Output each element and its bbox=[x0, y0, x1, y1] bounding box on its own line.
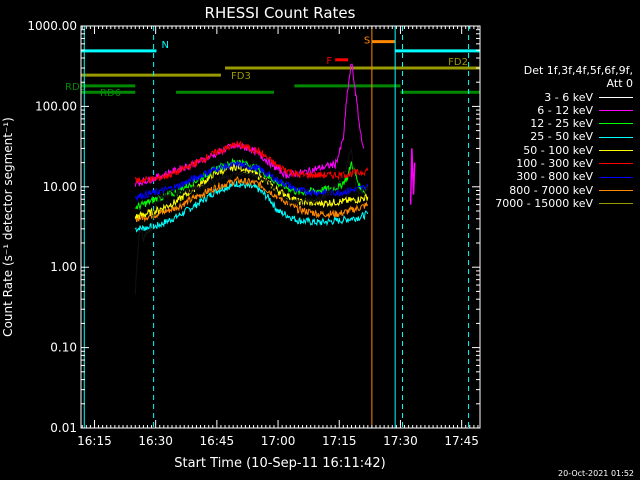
legend-entry: 3 - 6 keV bbox=[483, 91, 633, 104]
flag-label: FD3 bbox=[231, 71, 251, 82]
legend-entry-label: 3 - 6 keV bbox=[544, 90, 593, 104]
x-tick-label: 16:45 bbox=[200, 434, 235, 448]
legend-entry: 12 - 25 keV bbox=[483, 117, 633, 130]
series-line-100-300keV bbox=[134, 140, 369, 184]
legend-entry-label: 100 - 300 keV bbox=[516, 157, 593, 171]
flag-label: RD8 bbox=[65, 82, 86, 93]
legend-swatch bbox=[599, 110, 633, 112]
legend-swatch bbox=[599, 136, 633, 138]
chart-title: RHESSI Count Rates bbox=[205, 4, 356, 22]
y-tick-label: 10.00 bbox=[43, 180, 77, 194]
x-axis-label: Start Time (10-Sep-11 16:11:42) bbox=[174, 456, 385, 471]
legend-header-2: Att 0 bbox=[606, 77, 633, 91]
y-tick-label: 100.00 bbox=[35, 99, 77, 113]
legend-entry: 25 - 50 keV bbox=[483, 130, 633, 143]
y-tick-label: 0.01 bbox=[50, 421, 77, 435]
x-tick-label: 16:15 bbox=[77, 434, 112, 448]
legend-entry: 300 - 800 keV bbox=[483, 170, 633, 183]
legend-swatch bbox=[599, 96, 633, 98]
legend-entry: 100 - 300 keV bbox=[483, 157, 633, 170]
y-tick-label: 0.10 bbox=[50, 341, 77, 355]
plot-frame bbox=[80, 25, 481, 429]
legend-entry-label: 12 - 25 keV bbox=[530, 117, 593, 131]
x-tick-label: 17:30 bbox=[383, 434, 418, 448]
legend-swatch bbox=[599, 163, 633, 165]
legend-entry: 7000 - 15000 keV bbox=[483, 197, 633, 210]
flag-label: S bbox=[364, 36, 370, 47]
legend-swatch bbox=[599, 149, 633, 151]
x-tick-label: 17:45 bbox=[444, 434, 479, 448]
y-axis-label: Count Rate (s⁻¹ detector segment⁻¹) bbox=[1, 117, 15, 337]
legend-entry-label: 300 - 800 keV bbox=[516, 170, 593, 184]
series-line-3-6keV bbox=[134, 148, 369, 295]
legend-swatch bbox=[599, 176, 633, 178]
flag-label: RD6 bbox=[100, 88, 121, 99]
legend-swatch bbox=[599, 203, 633, 205]
series-line-6-12keV bbox=[134, 63, 365, 187]
flag-label: F bbox=[326, 56, 332, 67]
legend-entry: 50 - 100 keV bbox=[483, 144, 633, 157]
series-line-800-7000keV bbox=[134, 176, 369, 223]
legend: Det 1f,3f,4f,5f,6f,9f, Att 0 3 - 6 keV 6 … bbox=[483, 64, 633, 210]
x-tick-label: 17:00 bbox=[261, 434, 296, 448]
legend-entry-label: 7000 - 15000 keV bbox=[495, 196, 593, 210]
legend-entry-label: 6 - 12 keV bbox=[537, 103, 593, 117]
late-segment-line bbox=[409, 148, 416, 205]
legend-entry-label: 50 - 100 keV bbox=[523, 143, 593, 157]
legend-entry: 6 - 12 keV bbox=[483, 104, 633, 117]
y-tick-label: 1.00 bbox=[50, 260, 77, 274]
legend-entry: 800 - 7000 keV bbox=[483, 184, 633, 197]
x-tick-label: 17:15 bbox=[322, 434, 357, 448]
y-tick-label: 1000.00 bbox=[27, 19, 77, 33]
legend-header-1: Det 1f,3f,4f,5f,6f,9f, bbox=[523, 64, 633, 77]
x-tick-label: 16:30 bbox=[138, 434, 173, 448]
series-line-25-50keV bbox=[134, 180, 369, 233]
flag-label: FD2 bbox=[448, 57, 468, 68]
legend-entry-label: 25 - 50 keV bbox=[530, 130, 593, 144]
legend-swatch bbox=[599, 189, 633, 191]
footer-timestamp: 20-Oct-2021 01:52 bbox=[558, 469, 634, 478]
legend-entry-label: 800 - 7000 keV bbox=[509, 183, 593, 197]
flag-label: N bbox=[161, 40, 168, 51]
legend-swatch bbox=[599, 123, 633, 125]
